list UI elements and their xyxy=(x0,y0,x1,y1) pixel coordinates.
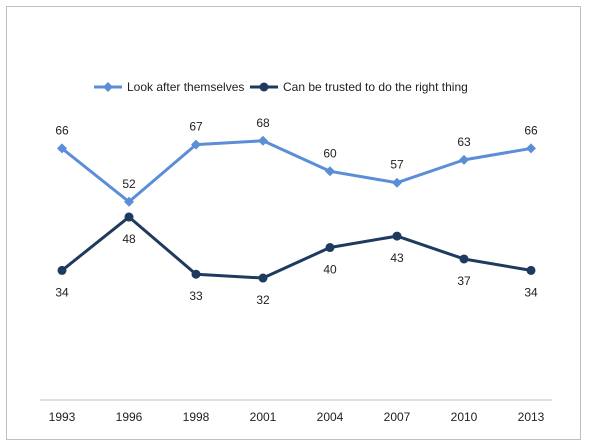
series-2-point-2004 xyxy=(325,243,335,253)
series-layer: 66 52 67 68 60 57 63 66 34 48 33 32 40 43 37 34 xyxy=(55,116,538,307)
series-2-point-2010 xyxy=(459,254,469,264)
series-2-point-2007 xyxy=(392,231,402,241)
series-2-point-1998 xyxy=(191,269,201,279)
series-2-label-1998: 33 xyxy=(189,289,203,303)
series-1-label-2007: 57 xyxy=(390,158,404,172)
series-1-point-1996 xyxy=(124,196,134,207)
x-axis-tick-labels: 1993 1996 1998 2001 2004 2007 2010 2013 xyxy=(49,410,545,424)
line-chart: Look after themselves Can be trusted to d… xyxy=(6,6,581,440)
chart-frame: Look after themselves Can be trusted to d… xyxy=(6,6,581,440)
series-2-point-2013 xyxy=(526,265,536,275)
series-2-label-2004: 40 xyxy=(323,263,337,277)
series-2-label-1996: 48 xyxy=(122,232,136,246)
x-tick-label-1996: 1996 xyxy=(116,410,143,424)
series-line-1 xyxy=(61,139,532,204)
legend-marker-2 xyxy=(259,82,269,92)
legend-label-2: Can be trusted to do the right thing xyxy=(283,80,468,94)
series-1-label-1993: 66 xyxy=(55,123,69,137)
series-1-label-2001: 68 xyxy=(256,116,270,130)
series-1-label-1998: 67 xyxy=(189,120,203,134)
series-1-label-2010: 63 xyxy=(457,135,471,149)
series-2-point-2001 xyxy=(258,273,268,283)
series-1-label-1996: 52 xyxy=(122,177,136,191)
x-tick-label-2013: 2013 xyxy=(518,410,545,424)
legend: Look after themselves Can be trusted to d… xyxy=(94,80,468,94)
series-1-label-2004: 60 xyxy=(323,146,337,160)
series-line-2 xyxy=(61,215,532,280)
series-2-label-2010: 37 xyxy=(457,274,471,288)
series-1-point-2004 xyxy=(325,166,335,177)
series-1-point-2001 xyxy=(258,135,268,146)
x-tick-label-2004: 2004 xyxy=(317,410,344,424)
series-2-point-1993 xyxy=(57,265,67,275)
series-2-label-1993: 34 xyxy=(55,285,69,299)
series-1-point-2007 xyxy=(392,177,402,188)
series-1-point-1998 xyxy=(191,139,201,150)
series-2-label-2007: 43 xyxy=(390,251,404,265)
series-1-point-2010 xyxy=(459,154,469,165)
chart-border xyxy=(6,6,581,440)
legend-marker-1 xyxy=(103,82,113,92)
x-tick-label-2007: 2007 xyxy=(384,410,411,424)
series-2-label-2001: 32 xyxy=(256,293,270,307)
x-tick-label-1998: 1998 xyxy=(183,410,210,424)
series-2-label-2013: 34 xyxy=(524,285,538,299)
x-tick-label-2010: 2010 xyxy=(451,410,478,424)
series-1-point-2013 xyxy=(526,143,536,154)
x-tick-label-2001: 2001 xyxy=(250,410,277,424)
x-tick-label-1993: 1993 xyxy=(49,410,76,424)
series-1-point-1993 xyxy=(57,143,67,154)
legend-label-1: Look after themselves xyxy=(127,80,244,94)
series-2-point-1996 xyxy=(124,212,134,222)
series-1-label-2013: 66 xyxy=(524,123,538,137)
